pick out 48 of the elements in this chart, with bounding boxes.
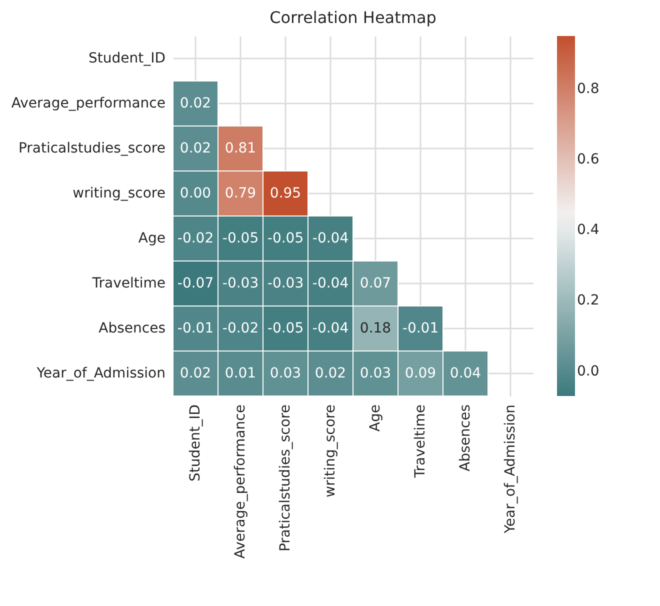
color-bar-label: 0.8 — [577, 80, 600, 97]
data-label: 0.81 — [224, 140, 256, 156]
x-tick-label: Praticalstudies_score — [278, 404, 294, 552]
data-label: -0.02 — [222, 320, 259, 336]
data-label: -0.05 — [267, 230, 304, 246]
y-tick-label: Age — [138, 230, 166, 246]
x-tick-label: Traveltime — [412, 404, 428, 479]
color-bar-label: 0.2 — [577, 292, 600, 309]
y-tick-label: Student_ID — [88, 50, 166, 66]
y-tick-label: Praticalstudies_score — [18, 140, 166, 156]
y-tick-label: Year_of_Admission — [36, 366, 166, 382]
data-label: -0.02 — [177, 230, 214, 246]
chart-title: Correlation Heatmap — [270, 8, 436, 27]
y-tick-label: Absences — [98, 320, 166, 336]
color-bar-label: 0.4 — [577, 222, 600, 238]
color-bar-label: 0.6 — [577, 152, 600, 168]
data-label: -0.04 — [312, 320, 349, 336]
data-label: -0.04 — [312, 276, 349, 292]
data-label: 0.79 — [224, 186, 256, 202]
data-label: 0.03 — [270, 366, 302, 382]
y-tick-label: writing_score — [72, 186, 166, 202]
data-label: -0.07 — [177, 276, 214, 292]
data-label: -0.03 — [267, 276, 304, 292]
data-label: 0.07 — [360, 276, 392, 292]
x-tick-label: Year_of_Admission — [502, 404, 518, 534]
data-label: -0.01 — [177, 320, 214, 336]
x-tick-label: writing_score — [322, 404, 338, 498]
data-label: 0.02 — [180, 140, 212, 156]
data-label: -0.04 — [312, 230, 349, 246]
color-bar-label: 0.0 — [577, 363, 600, 380]
data-label: 0.00 — [180, 186, 212, 202]
data-label: -0.01 — [402, 320, 439, 336]
data-label: -0.03 — [222, 276, 259, 292]
y-tick-label: Traveltime — [91, 276, 166, 292]
data-label: 0.04 — [450, 366, 482, 382]
data-label: 0.01 — [224, 366, 256, 382]
data-label: 0.02 — [314, 366, 346, 382]
data-label: -0.05 — [222, 230, 259, 246]
y-tick-label: Average_performance — [11, 96, 166, 112]
x-tick-label: Age — [368, 404, 384, 432]
data-label: 0.09 — [404, 366, 436, 382]
x-tick-label: Absences — [458, 404, 474, 472]
data-label: 0.18 — [360, 320, 392, 336]
data-label: 0.03 — [360, 366, 392, 382]
data-label: 0.02 — [180, 366, 212, 382]
data-label: 0.95 — [270, 186, 302, 202]
data-label: -0.05 — [267, 320, 304, 336]
data-label: 0.02 — [180, 96, 212, 112]
